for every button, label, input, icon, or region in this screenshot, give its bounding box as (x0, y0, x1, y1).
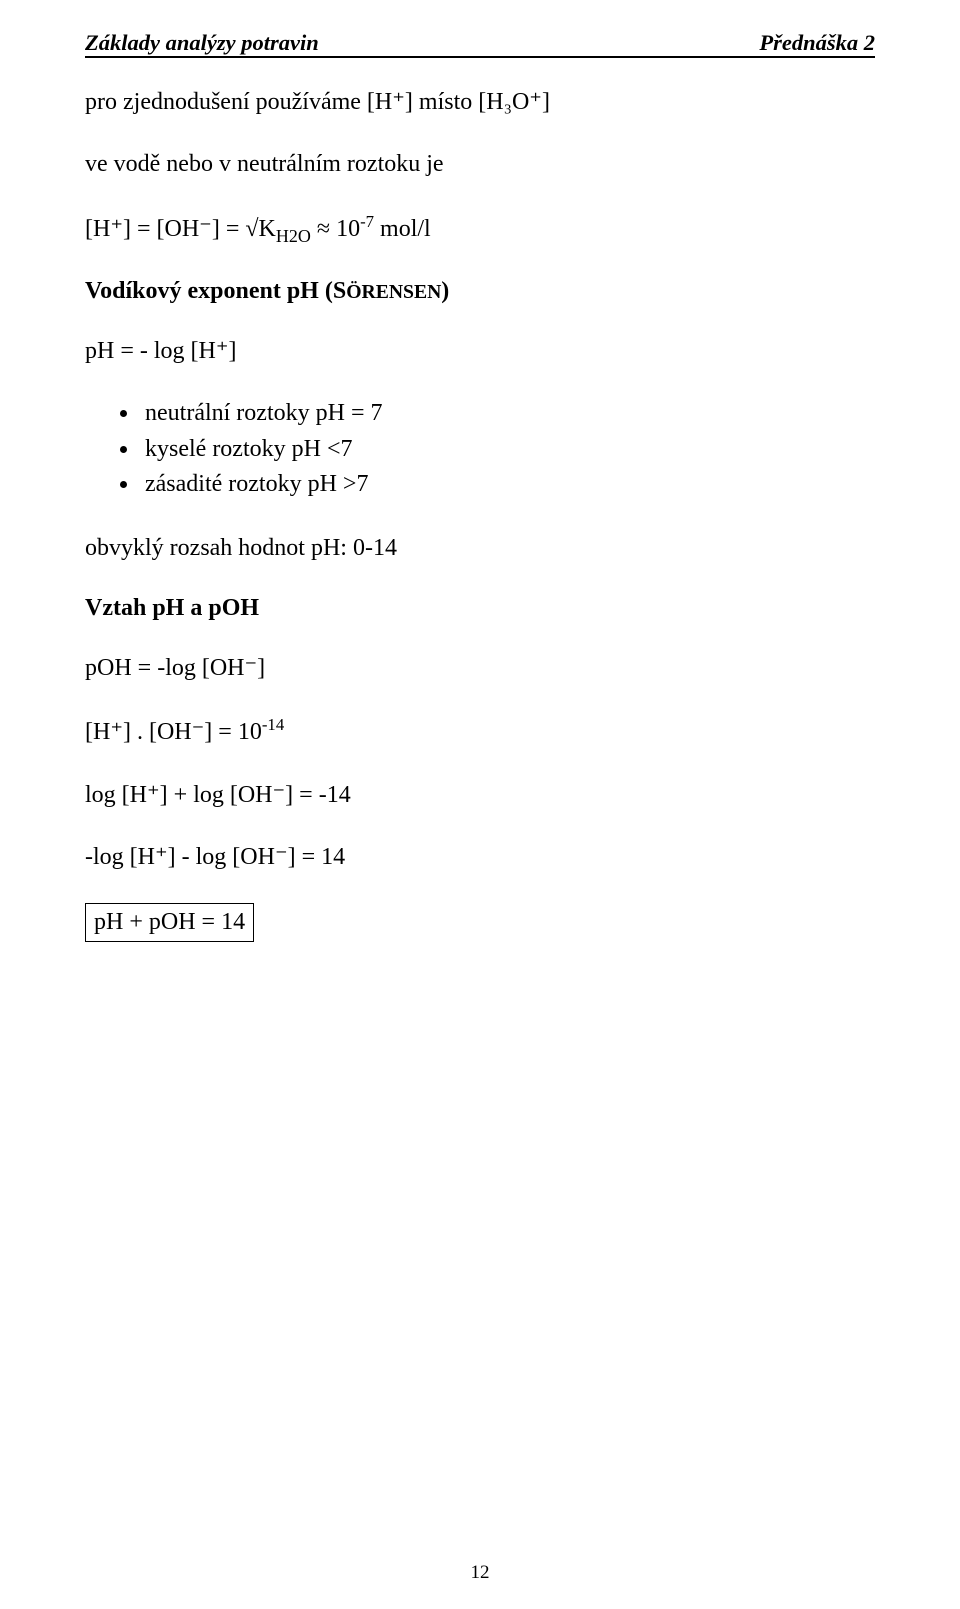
para-product-prefix: [H⁺] . [OH⁻] = 10 (85, 719, 262, 745)
header-right: Přednáška 2 (759, 30, 875, 56)
para-intro: pro zjednodušení používáme [H⁺] místo [H… (85, 86, 875, 118)
heading-vodikovy-post: ) (441, 278, 449, 304)
para-product: [H⁺] . [OH⁻] = 10-14 (85, 714, 875, 748)
bullet-neutral-text: neutrální roztoky pH = 7 (145, 400, 382, 426)
bullet-acidic: kyselé roztoky pH <7 (140, 433, 875, 465)
bullet-list: neutrální roztoky pH = 7 kyselé roztoky … (85, 397, 875, 500)
para-water-text: ve vodě nebo v neutrálním roztoku je (85, 151, 444, 177)
eq1-approx: ≈ 10 (311, 216, 360, 242)
heading-vodikovy-pre: Vodíkový exponent pH (S (85, 278, 346, 304)
eq1-prefix: [H⁺] = [OH⁻] = (85, 216, 245, 242)
bullet-acidic-text: kyselé roztoky pH <7 (145, 436, 353, 462)
para-range-text: obvyklý rozsah hodnot pH: 0-14 (85, 535, 397, 561)
page-number: 12 (0, 1562, 960, 1584)
bullet-basic-text: zásadité roztoky pH >7 (145, 471, 368, 497)
para-poh: pOH = -log [OH⁻] (85, 652, 875, 684)
heading-vztah: Vztah pH a pOH (85, 595, 875, 622)
heading-vztah-text: Vztah pH a pOH (85, 595, 259, 621)
eq1-exp: -7 (360, 212, 374, 231)
para-poh-text: pOH = -log [OH⁻] (85, 655, 265, 681)
bullet-neutral: neutrální roztoky pH = 7 (140, 397, 875, 429)
para-neglogsum-text: -log [H⁺] - log [OH⁻] = 14 (85, 844, 345, 870)
para-intro-text: pro zjednodušení používáme [H⁺] místo [H… (85, 89, 550, 115)
para-product-exp: -14 (262, 715, 284, 734)
header-left: Základy analýzy potravin (85, 30, 319, 56)
para-eq1: [H⁺] = [OH⁻] = √KH2O ≈ 10-7 mol/l (85, 211, 875, 248)
para-neglogsum: -log [H⁺] - log [OH⁻] = 14 (85, 841, 875, 873)
eq1-sqrt: √ (245, 216, 258, 242)
eq1-ksub: H2O (276, 226, 311, 246)
para-range: obvyklý rozsah hodnot pH: 0-14 (85, 532, 875, 564)
para-logsum-text: log [H⁺] + log [OH⁻] = -14 (85, 782, 351, 808)
bullet-basic: zásadité roztoky pH >7 (140, 468, 875, 500)
para-phlog: pH = - log [H⁺] (85, 335, 875, 367)
heading-vodikovy-sc: ÖRENSEN (346, 281, 441, 303)
para-logsum: log [H⁺] + log [OH⁻] = -14 (85, 779, 875, 811)
para-phlog-text: pH = - log [H⁺] (85, 338, 237, 364)
para-boxed: pH + pOH = 14 (85, 903, 875, 941)
eq1-kbase: K (259, 216, 276, 242)
heading-vodikovy-exponent: Vodíkový exponent pH (SÖRENSEN) (85, 278, 875, 305)
boxed-equation: pH + pOH = 14 (85, 903, 254, 941)
eq1-tail: mol/l (374, 216, 431, 242)
para-water: ve vodě nebo v neutrálním roztoku je (85, 148, 875, 180)
